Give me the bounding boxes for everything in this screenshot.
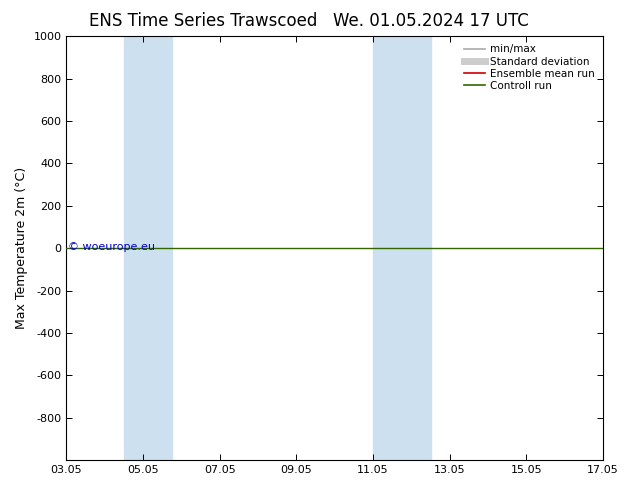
Text: © woeurope.eu: © woeurope.eu	[68, 242, 155, 252]
Legend: min/max, Standard deviation, Ensemble mean run, Controll run: min/max, Standard deviation, Ensemble me…	[461, 41, 598, 94]
Bar	[373, 36, 430, 460]
Text: We. 01.05.2024 17 UTC: We. 01.05.2024 17 UTC	[333, 12, 529, 30]
Text: ENS Time Series Trawscoed: ENS Time Series Trawscoed	[89, 12, 317, 30]
Bar	[124, 36, 172, 460]
Y-axis label: Max Temperature 2m (°C): Max Temperature 2m (°C)	[15, 167, 28, 329]
